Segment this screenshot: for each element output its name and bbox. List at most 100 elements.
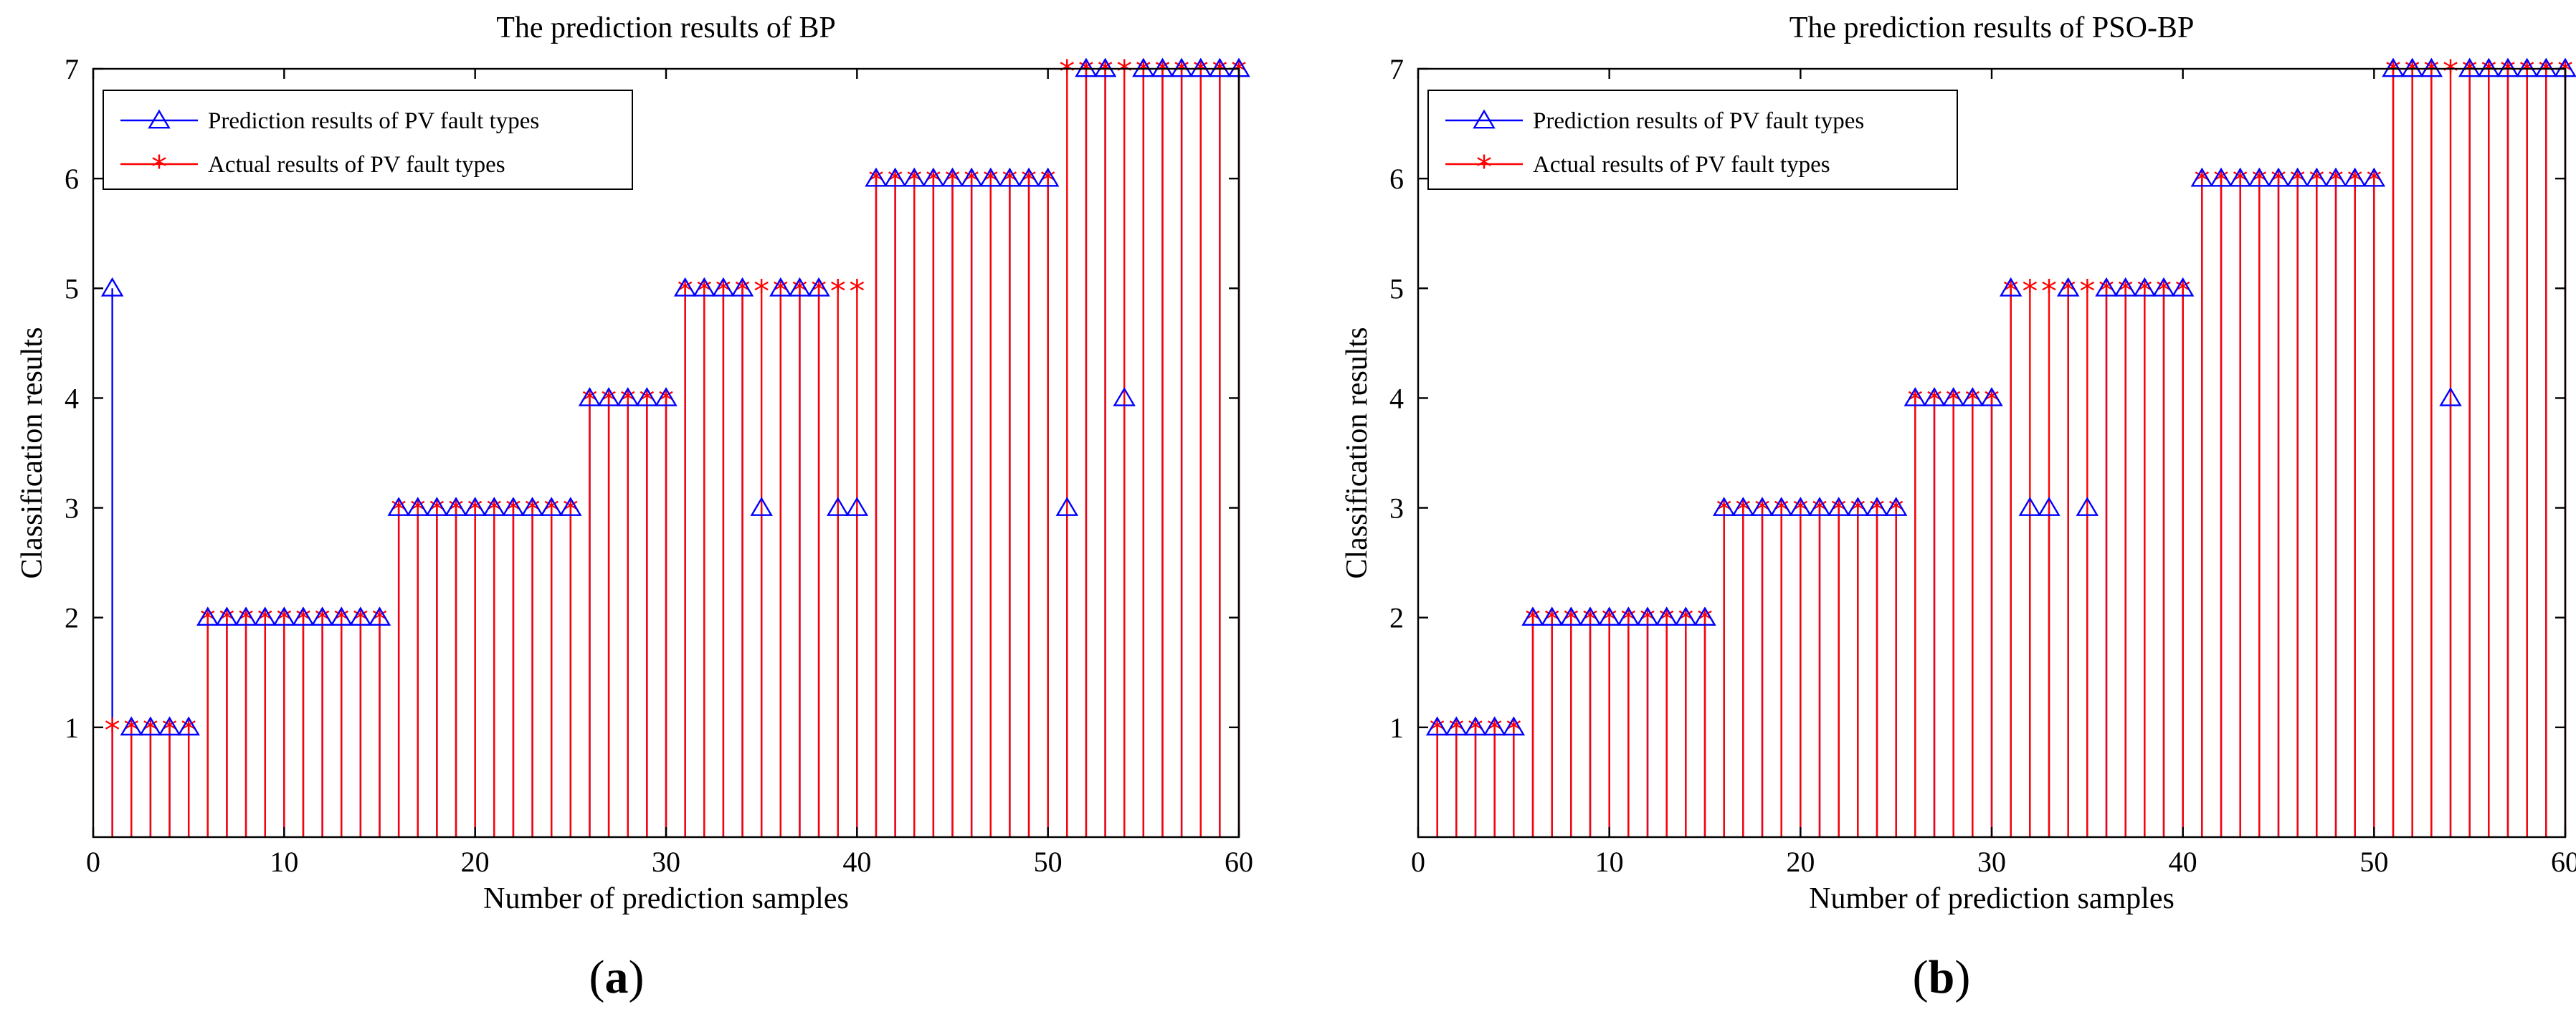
chart-title: The prediction results of PSO-BP	[1790, 11, 2195, 44]
prediction-point	[559, 497, 582, 516]
prediction-point	[2095, 277, 2118, 297]
prediction-point	[1827, 497, 1850, 516]
prediction-point	[1579, 606, 1602, 626]
prediction-point	[1521, 606, 1544, 626]
prediction-point	[922, 167, 945, 187]
actual-point: *	[1506, 712, 1521, 749]
actual-point: *	[2079, 273, 2095, 310]
x-axis-label: Number of prediction samples	[483, 882, 849, 915]
y-axis-label: Classification results	[1341, 327, 1374, 578]
actual-point: *	[1021, 163, 1037, 200]
actual-point: *	[162, 712, 178, 749]
actual-point: *	[983, 163, 999, 200]
actual-point: *	[792, 273, 807, 310]
actual-point: *	[849, 273, 865, 310]
y-tick-label: 7	[65, 53, 79, 85]
prediction-point	[1923, 387, 1946, 406]
actual-point: *	[2481, 54, 2496, 90]
prediction-point	[2210, 167, 2233, 187]
prediction-point	[100, 277, 124, 297]
prediction-point	[731, 277, 754, 297]
actual-point: *	[2519, 54, 2535, 90]
prediction-point	[2018, 497, 2042, 516]
prediction-point	[2038, 497, 2061, 516]
y-tick-label: 2	[1389, 602, 1404, 634]
actual-point: *	[1563, 603, 1579, 639]
actual-point: *	[1831, 493, 1847, 530]
panel-label-close-paren: )	[629, 951, 645, 1003]
prediction-point	[845, 497, 869, 516]
actual-point: *	[1926, 383, 1942, 419]
prediction-point	[177, 716, 200, 736]
actual-point: *	[716, 273, 731, 310]
prediction-point	[483, 497, 506, 516]
actual-point: *	[2500, 54, 2516, 90]
prediction-point	[1464, 716, 1487, 736]
actual-point: *	[1468, 712, 1483, 749]
actual-point: *	[1907, 383, 1923, 419]
prediction-point	[1731, 497, 1755, 516]
markers: * * * * ** * * * * * * * * ** * * * * * * * * ** * * * ** * * * * * * * * *…	[1425, 54, 2576, 749]
y-tick-label: 6	[65, 163, 79, 195]
y-tick-label: 1	[65, 712, 79, 744]
actual-point: *	[2271, 163, 2286, 200]
actual-point: *	[696, 273, 712, 310]
prediction-point	[750, 497, 773, 516]
actual-point: *	[2309, 163, 2324, 200]
actual-point: *	[2366, 163, 2382, 200]
actual-point: *	[1620, 603, 1636, 639]
actual-point: *	[2213, 163, 2229, 200]
prediction-point	[1075, 57, 1098, 77]
prediction-point	[158, 716, 181, 736]
prediction-point	[2362, 167, 2386, 187]
x-tick-label: 0	[1411, 846, 1425, 878]
actual-point: *	[1792, 493, 1808, 530]
actual-point: *	[1487, 712, 1503, 749]
prediction-point	[1655, 606, 1678, 626]
actual-point: *	[563, 493, 579, 530]
actual-point: *	[1602, 603, 1617, 639]
legend-marker-actual: *	[1476, 149, 1492, 186]
prediction-point	[826, 497, 850, 516]
y-tick-label: 3	[65, 492, 79, 525]
prediction-point	[1540, 606, 1564, 626]
actual-point: *	[2194, 163, 2210, 200]
legend-label-actual: Actual results of PV fault types	[1533, 152, 1830, 178]
panel-label-letter: b	[1929, 951, 1955, 1003]
actual-point: *	[1174, 54, 1189, 90]
prediction-point	[234, 606, 257, 626]
actual-point: *	[2290, 163, 2306, 200]
prediction-point	[407, 497, 429, 516]
prediction-point	[2056, 277, 2080, 297]
x-tick-label: 10	[1595, 846, 1624, 878]
actual-point: *	[2022, 273, 2038, 310]
y-tick-label: 5	[1389, 272, 1404, 305]
prediction-point	[1808, 497, 1831, 516]
prediction-point	[253, 606, 277, 626]
prediction-point	[196, 606, 219, 626]
legend-marker-actual: *	[151, 149, 167, 186]
prediction-point	[1904, 387, 1927, 406]
prediction-point	[2267, 167, 2290, 187]
actual-point: *	[219, 603, 234, 639]
actual-point: *	[2385, 54, 2401, 90]
prediction-point	[425, 497, 449, 516]
prediction-point	[292, 606, 315, 626]
actual-point: *	[1946, 383, 1962, 419]
actual-point: *	[2118, 273, 2134, 310]
actual-point: *	[123, 712, 139, 749]
prediction-point	[330, 606, 353, 626]
panel-label-open-paren: (	[1913, 951, 1929, 1003]
prediction-point	[960, 167, 983, 187]
prediction-point	[1999, 277, 2023, 297]
actual-point: *	[2538, 54, 2554, 90]
actual-point: *	[1525, 603, 1541, 639]
actual-point: *	[1098, 54, 1113, 90]
actual-point: *	[1544, 603, 1560, 639]
x-tick-label: 50	[1034, 846, 1063, 878]
prediction-point	[616, 387, 640, 406]
prediction-point	[2496, 57, 2519, 77]
actual-point: *	[1448, 712, 1464, 749]
legend-label-prediction: Prediction results of PV fault types	[208, 108, 539, 134]
